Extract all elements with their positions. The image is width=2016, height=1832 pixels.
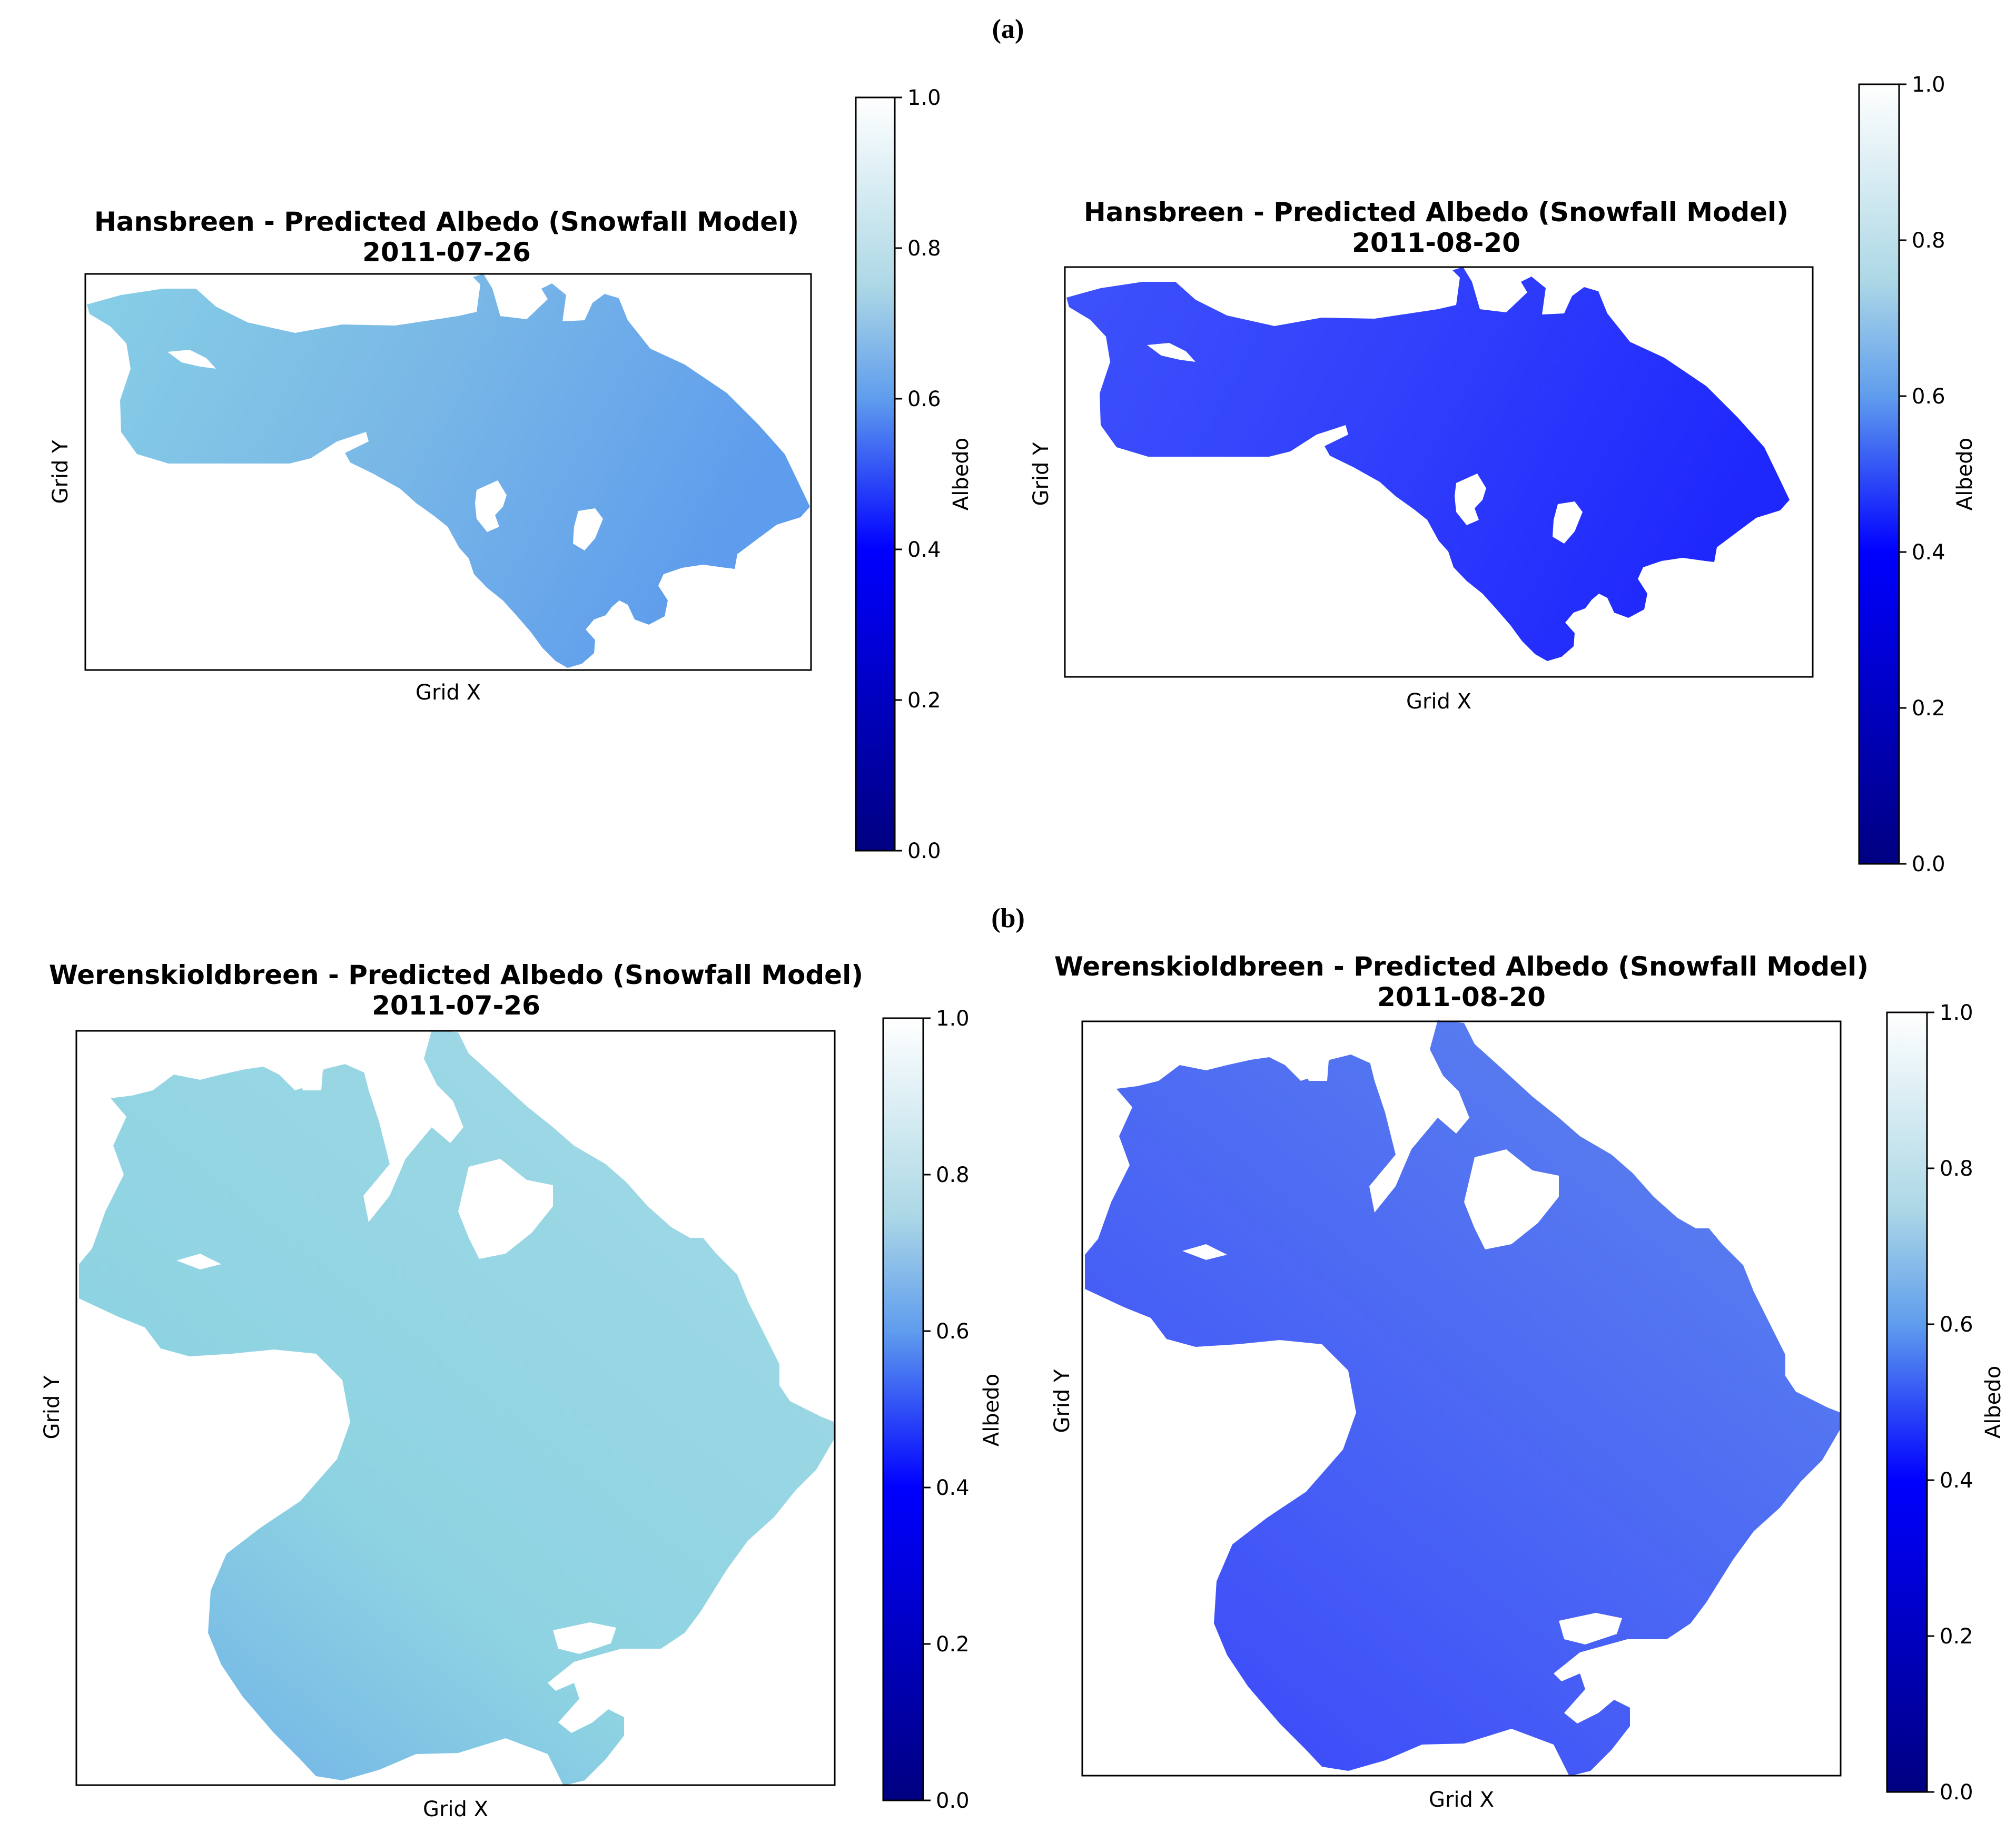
colorbar-tick-label: 0.8 — [1912, 229, 1945, 253]
x-axis-label: Grid X — [423, 1797, 488, 1821]
nunatak — [573, 508, 603, 550]
colorbar: 0.0 0.2 0.4 0.6 0.8 1.0 Albedo — [1886, 1001, 2005, 1805]
colorbar-ticks: 0.0 0.2 0.4 0.6 0.8 1.0 — [895, 86, 941, 863]
chart-werenskioldbreen-0726: Werenskioldbreen - Predicted Albedo (Sno… — [40, 960, 1004, 1821]
colorbar-ticks: 0.0 0.2 0.4 0.6 0.8 1.0 — [1927, 1001, 1973, 1805]
chart-subtitle: 2011-08-20 — [1352, 228, 1520, 258]
colorbar-tick-label: 0.0 — [1940, 1780, 1973, 1805]
plot-frame — [75, 1030, 836, 1786]
y-axis-label: Grid Y — [40, 1375, 64, 1440]
colorbar-tick-label: 0.8 — [936, 1163, 970, 1187]
colorbar-tick-label: 0.4 — [907, 538, 941, 562]
colorbar-tick-label: 0.8 — [907, 237, 941, 261]
y-axis-label: Grid Y — [48, 440, 73, 504]
colorbar: 0.0 0.2 0.4 0.6 0.8 1.0 Albedo — [1858, 73, 1977, 876]
colorbar-tick-label: 0.4 — [1912, 540, 1945, 565]
plot-frame — [1064, 266, 1814, 678]
x-axis-label: Grid X — [1406, 690, 1471, 714]
colorbar-tick-label: 0.0 — [936, 1789, 970, 1813]
colorbar-tick-label: 0.2 — [1912, 696, 1945, 721]
nunatak — [167, 350, 216, 369]
plot-frame — [84, 273, 812, 671]
colorbar-tick-label: 0.6 — [1912, 385, 1945, 409]
nunatak — [595, 1670, 619, 1691]
chart-hansbreen-0726: Hansbreen - Predicted Albedo (Snowfall M… — [48, 86, 973, 863]
nunatak — [1559, 1613, 1622, 1644]
glacier-field — [87, 274, 810, 668]
colorbar-tick-label: 1.0 — [936, 1007, 970, 1031]
colorbar-tick-label: 1.0 — [907, 86, 941, 110]
chart-title: Hansbreen - Predicted Albedo (Snowfall M… — [94, 206, 799, 237]
chart-subtitle: 2011-07-26 — [372, 990, 540, 1021]
chart-title: Werenskioldbreen - Predicted Albedo (Sno… — [49, 960, 863, 990]
nunatak — [1553, 501, 1583, 544]
nunatak — [176, 1254, 221, 1269]
chart-title: Hansbreen - Predicted Albedo (Snowfall M… — [1084, 197, 1788, 228]
colorbar-ticks: 0.0 0.2 0.4 0.6 0.8 1.0 — [1899, 73, 1945, 876]
colorbar-label: Albedo — [1981, 1366, 2005, 1439]
chart-werenskioldbreen-0820: Werenskioldbreen - Predicted Albedo (Sno… — [1050, 951, 2005, 1812]
colorbar-strip — [1858, 83, 1900, 865]
colorbar-tick-label: 1.0 — [1912, 73, 1945, 97]
colorbar-strip — [1886, 1011, 1928, 1793]
colorbar-tick-label: 0.8 — [1940, 1157, 1973, 1181]
colorbar-tick-label: 0.2 — [936, 1632, 970, 1657]
nunatak — [458, 1159, 553, 1259]
glacier-field — [1085, 1020, 1841, 1776]
colorbar-tick-label: 0.2 — [1940, 1624, 1973, 1649]
nunatak — [1601, 1660, 1625, 1681]
colorbar-tick-label: 0.4 — [936, 1476, 970, 1500]
nunatak — [361, 1059, 432, 1222]
nunatak — [1298, 1047, 1330, 1081]
colorbar-label: Albedo — [949, 438, 973, 510]
nunatak — [1367, 1049, 1438, 1213]
colorbar-label: Albedo — [980, 1374, 1004, 1446]
colorbar-tick-label: 0.4 — [1940, 1469, 1973, 1493]
panel-label-a: (a) — [992, 14, 1024, 44]
chart-hansbreen-0820: Hansbreen - Predicted Albedo (Snowfall M… — [1029, 73, 1977, 876]
y-axis-label: Grid Y — [1029, 442, 1053, 506]
colorbar: 0.0 0.2 0.4 0.6 0.8 1.0 Albedo — [882, 1007, 1004, 1813]
colorbar-tick-label: 0.6 — [1940, 1313, 1973, 1337]
colorbar-tick-label: 0.6 — [907, 387, 941, 411]
chart-title: Werenskioldbreen - Predicted Albedo (Sno… — [1054, 951, 1869, 982]
y-axis-label: Grid Y — [1050, 1369, 1074, 1433]
x-axis-label: Grid X — [416, 681, 481, 705]
panel-label-b: (b) — [991, 903, 1025, 933]
glacier-field — [1066, 267, 1790, 661]
colorbar-ticks: 0.0 0.2 0.4 0.6 0.8 1.0 — [923, 1007, 970, 1813]
colorbar-tick-label: 0.6 — [936, 1319, 970, 1344]
colorbar-tick-label: 0.0 — [1912, 852, 1945, 876]
glacier-field — [79, 1030, 835, 1786]
x-axis-label: Grid X — [1429, 1788, 1494, 1812]
colorbar-label: Albedo — [1953, 438, 1977, 510]
colorbar-tick-label: 0.2 — [907, 688, 941, 713]
colorbar-tick-label: 1.0 — [1940, 1001, 1973, 1025]
colorbar: 0.0 0.2 0.4 0.6 0.8 1.0 Albedo — [855, 86, 973, 863]
colorbar-strip — [855, 96, 896, 852]
nunatak — [1455, 474, 1486, 525]
nunatak — [475, 480, 507, 532]
colorbar-strip — [882, 1017, 924, 1801]
chart-subtitle: 2011-07-26 — [362, 237, 531, 268]
nunatak — [1147, 343, 1195, 362]
nunatak — [1464, 1149, 1559, 1249]
chart-subtitle: 2011-08-20 — [1377, 982, 1546, 1012]
nunatak — [292, 1056, 324, 1090]
plot-frame — [1081, 1020, 1842, 1777]
nunatak — [553, 1622, 616, 1654]
colorbar-tick-label: 0.0 — [907, 839, 941, 863]
nunatak — [1182, 1244, 1227, 1260]
